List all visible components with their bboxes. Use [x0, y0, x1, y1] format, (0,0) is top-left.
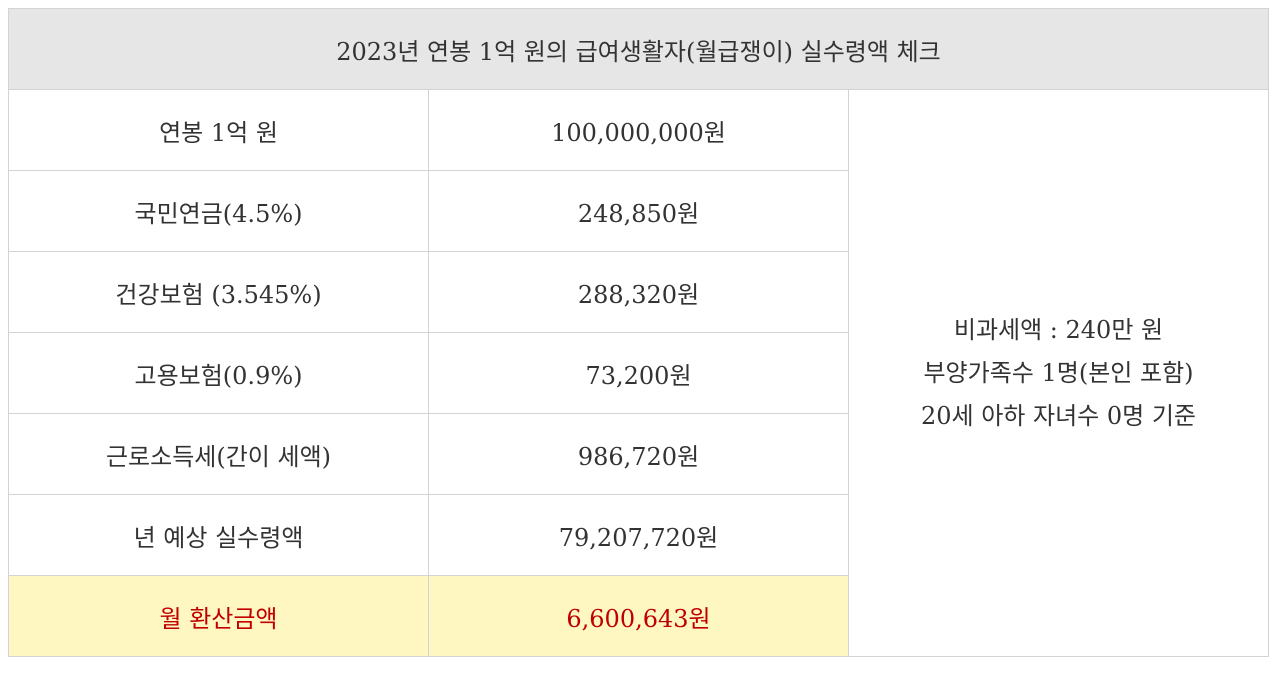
row-value: 288,320원	[428, 251, 849, 333]
note-line: 20세 아하 자녀수 0명 기준	[920, 401, 1197, 430]
table-row: 국민연금(4.5%) 248,850원	[8, 170, 1269, 252]
table-title-row: 2023년 연봉 1억 원의 급여생활자(월급쟁이) 실수령액 체크	[8, 8, 1269, 90]
row-value: 73,200원	[428, 332, 849, 414]
table-row: 년 예상 실수령액 79,207,720원	[8, 494, 1269, 576]
row-label: 국민연금(4.5%)	[8, 170, 429, 252]
monthly-row: 월 환산금액 6,600,643원	[8, 575, 1269, 657]
monthly-label: 월 환산금액	[8, 575, 429, 657]
salary-table-container: 2023년 연봉 1억 원의 급여생활자(월급쟁이) 실수령액 체크 연봉 1억…	[8, 8, 1269, 657]
table-title: 2023년 연봉 1억 원의 급여생활자(월급쟁이) 실수령액 체크	[8, 8, 1269, 90]
row-label: 연봉 1억 원	[8, 89, 429, 171]
row-value: 100,000,000원	[428, 89, 849, 171]
row-value: 79,207,720원	[428, 494, 849, 576]
row-value: 986,720원	[428, 413, 849, 495]
row-label: 년 예상 실수령액	[8, 494, 429, 576]
row-label: 근로소득세(간이 세액)	[8, 413, 429, 495]
note-line: 비과세액 : 240만 원	[953, 315, 1164, 344]
note-line: 부양가족수 1명(본인 포함)	[923, 358, 1194, 387]
table-row: 고용보험(0.9%) 73,200원	[8, 332, 1269, 414]
salary-table: 2023년 연봉 1억 원의 급여생활자(월급쟁이) 실수령액 체크 연봉 1억…	[8, 8, 1269, 657]
row-label: 고용보험(0.9%)	[8, 332, 429, 414]
monthly-value: 6,600,643원	[428, 575, 849, 657]
row-value: 248,850원	[428, 170, 849, 252]
row-label: 건강보험 (3.545%)	[8, 251, 429, 333]
conditions-note: 비과세액 : 240만 원 부양가족수 1명(본인 포함) 20세 아하 자녀수…	[848, 89, 1269, 657]
table-row: 연봉 1억 원 100,000,000원 비과세액 : 240만 원 부양가족수…	[8, 89, 1269, 657]
